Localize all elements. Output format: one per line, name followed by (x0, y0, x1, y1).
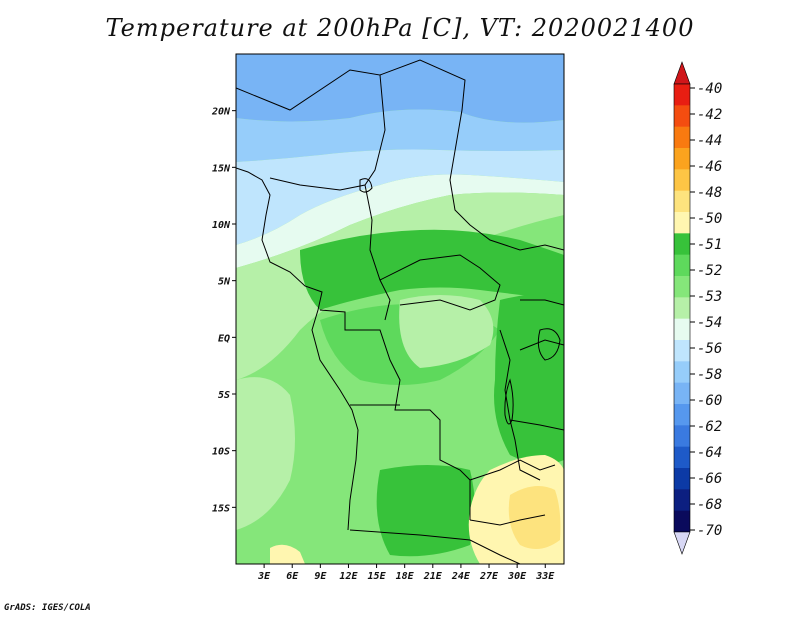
colorbar-segment (674, 105, 690, 128)
colorbar-label: -66 (697, 471, 722, 487)
colorbar-label: -54 (697, 315, 722, 331)
colorbar-segment (674, 489, 690, 512)
colorbar-label: -70 (697, 523, 722, 539)
lon-tick-label: 6E (286, 571, 299, 582)
region-temp-minus53-west (236, 377, 295, 530)
colorbar-segment (674, 446, 690, 469)
lat-tick-label: 5N (218, 277, 231, 288)
region-temp-minus54-light (236, 174, 564, 268)
colorbar-label: -48 (697, 185, 722, 201)
border-chad-cameroon (364, 184, 391, 321)
colorbar-segment (674, 318, 690, 341)
lon-tick-label: 12E (339, 571, 358, 582)
colorbar-label: -64 (697, 445, 722, 461)
region-temp-minus51-east (494, 293, 564, 464)
colorbar-label: -68 (697, 497, 722, 513)
map-frame (235, 53, 565, 565)
colorbar-label: -50 (697, 211, 722, 227)
lat-tick-label: 15N (212, 163, 231, 174)
lake-chad (359, 178, 373, 193)
colorbar-label: -53 (697, 289, 722, 305)
colorbar-segment (674, 297, 690, 320)
lat-tick-label: 10N (212, 220, 231, 231)
border-angola (349, 404, 521, 564)
border-zambia (469, 459, 556, 526)
lat-tick-label: 10S (212, 447, 230, 458)
colorbar-segment (674, 254, 690, 277)
colorbar-label: -60 (697, 393, 722, 409)
region-temp-minus53-central (399, 295, 494, 368)
political-borders (236, 59, 564, 564)
region-temp-minus53 (236, 192, 564, 380)
colorbar-label: -52 (697, 263, 722, 279)
colorbar-segment (674, 84, 690, 106)
colorbar-label: -40 (697, 81, 722, 97)
border-car (379, 254, 501, 311)
colorbar-label: -51 (697, 237, 722, 253)
colorbar-segment (674, 169, 690, 192)
colorbar-bottom-arrow (673, 531, 691, 555)
lon-tick-label: 27E (479, 571, 499, 582)
border-niger-chad (379, 59, 564, 251)
colorbar-segment (674, 276, 690, 298)
colorbar-label: -46 (697, 159, 722, 175)
coastline-west (236, 167, 359, 531)
colorbar-top-arrow (673, 61, 691, 85)
grads-credit: GrADS: IGES/COLA (4, 603, 91, 613)
region-temp-minus50-sw (270, 544, 305, 564)
colorbar-segment (674, 126, 690, 149)
colorbar-segment (674, 382, 690, 405)
colorbar-segment (674, 340, 690, 362)
axis-ticks: 20N 15N 10N 5N EQ 5S 10S 15S 3E 6E 9E 12E 15E 18E 21E 2… (211, 107, 555, 582)
region-temp-minus51-south (376, 465, 475, 557)
colorbar-label: -56 (697, 341, 722, 357)
map-title: Temperature at 200hPa [C], VT: 202002140… (105, 14, 695, 42)
lat-tick-label: 5S (218, 390, 230, 401)
colorbar-segment (674, 468, 690, 490)
lat-tick-label: 20N (211, 107, 231, 118)
lon-tick-label: 18E (396, 571, 415, 582)
colorbar-segment (674, 212, 690, 234)
lon-tick-label: 24E (451, 571, 471, 582)
colorbar-label: -42 (697, 107, 722, 123)
colorbar-segment (674, 404, 690, 426)
colorbar-segment (674, 361, 690, 384)
lon-tick-label: 15E (368, 571, 387, 582)
colorbar-label: -62 (697, 419, 722, 435)
colorbar-segment (674, 233, 690, 256)
colorbar-segment (674, 510, 690, 533)
lat-tick-label: 15S (212, 503, 230, 514)
lon-tick-label: 3E (257, 571, 271, 582)
map-area (235, 53, 565, 565)
border-sahara (236, 69, 386, 191)
colorbar-label: -58 (697, 367, 722, 383)
region-temp-minus58 (236, 54, 564, 123)
lon-tick-label: 33E (535, 571, 555, 582)
lon-tick-label: 9E (314, 571, 327, 582)
colorbar-segment (674, 425, 690, 448)
colorbar: -40 -42 -44 -46 -48 -50 -51 -52 -53 -54 -56 -58 -60 -… (673, 61, 722, 555)
colorbar-label: -44 (697, 133, 722, 149)
lake-victoria (537, 328, 561, 361)
colorbar-segment (674, 190, 690, 213)
lake-tanganyika (504, 378, 514, 425)
border-congo (319, 309, 471, 520)
region-temp-minus54 (236, 149, 564, 245)
lat-tick-label: EQ (218, 333, 230, 344)
lon-tick-label: 30E (507, 571, 527, 582)
border-east-africa (509, 299, 564, 431)
region-temp-minus56 (236, 109, 564, 162)
lon-tick-label: 21E (423, 571, 443, 582)
colorbar-segment (674, 148, 690, 170)
